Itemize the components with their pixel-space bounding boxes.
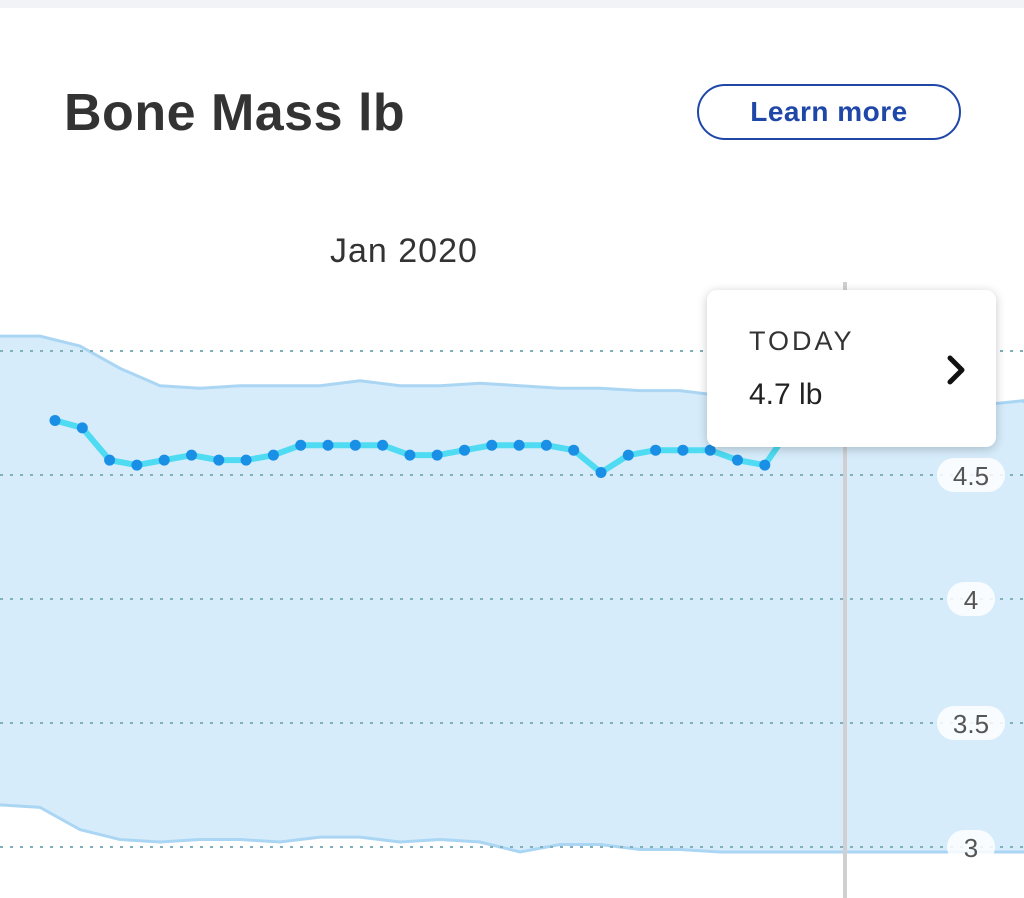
data-point	[704, 444, 716, 456]
top-strip	[0, 0, 1024, 8]
data-point	[349, 439, 361, 451]
y-axis-ticks: 4.5 4 3.5 3	[937, 458, 1005, 864]
data-point	[213, 454, 225, 466]
bone-mass-chart: 4.5 4 3.5 3	[0, 282, 1024, 898]
data-point	[431, 449, 443, 461]
data-point	[322, 439, 334, 451]
y-tick-pill	[937, 458, 1005, 492]
data-point	[49, 414, 61, 426]
data-point	[267, 449, 279, 461]
data-point	[568, 444, 580, 456]
data-point	[104, 454, 116, 466]
data-point	[131, 459, 143, 471]
tooltip-label: TODAY	[749, 326, 855, 356]
y-tick-pill	[937, 706, 1005, 740]
gridlines	[0, 350, 1024, 848]
y-tick-pill	[947, 830, 995, 864]
data-point	[186, 449, 197, 461]
data-point	[459, 444, 470, 456]
y-tick-label: 3	[964, 833, 978, 863]
y-tick-label: 4	[964, 585, 978, 615]
tooltip-value: 4.7 lb	[749, 378, 823, 411]
y-tick-label: 4.5	[953, 461, 989, 491]
data-point	[158, 454, 170, 466]
data-point	[295, 439, 307, 451]
data-point	[76, 422, 88, 434]
data-point	[486, 439, 498, 451]
y-tick-label: 3.5	[953, 709, 989, 739]
data-point	[595, 467, 607, 479]
data-point	[732, 454, 743, 466]
data-point	[377, 439, 389, 451]
data-point	[677, 444, 689, 456]
data-point	[540, 439, 552, 451]
data-point	[650, 444, 662, 456]
data-point	[622, 449, 634, 461]
card-title: Bone Mass lb	[64, 84, 406, 142]
learn-more-button[interactable]: Learn more	[697, 84, 961, 140]
y-tick-pill	[947, 582, 995, 616]
series-points	[49, 414, 771, 479]
data-point	[759, 459, 771, 471]
series-line	[52, 417, 796, 476]
today-tooltip[interactable]: TODAY 4.7 lb	[707, 290, 996, 447]
series-path	[52, 417, 796, 476]
x-axis-month-label: Jan 2020	[330, 232, 478, 270]
chevron-right-icon[interactable]	[939, 352, 975, 388]
data-point	[513, 439, 525, 451]
data-point	[404, 449, 416, 461]
data-point	[240, 454, 252, 466]
range-band-lower-edge	[0, 803, 1024, 854]
